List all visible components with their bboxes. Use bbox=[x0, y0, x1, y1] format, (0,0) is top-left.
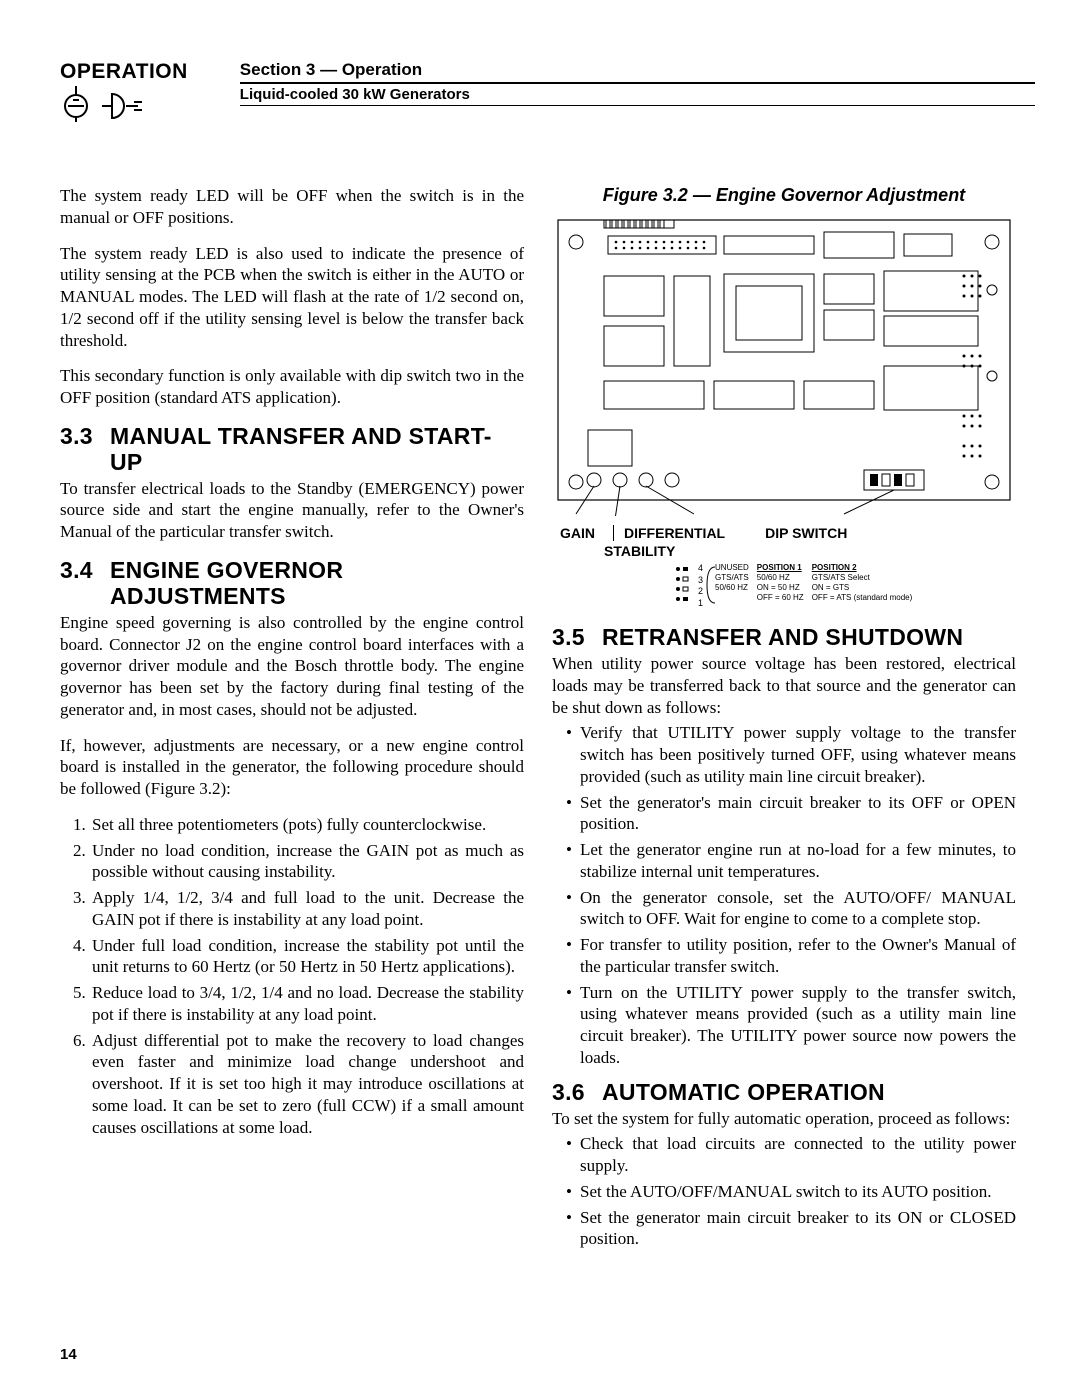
right-column: Figure 3.2 — Engine Governor Adjustment bbox=[552, 185, 1016, 1260]
heading-num: 3.3 bbox=[60, 423, 110, 476]
body-text: This secondary function is only availabl… bbox=[60, 365, 524, 409]
pcb-figure bbox=[552, 216, 1016, 521]
list-item: On the generator console, set the AUTO/O… bbox=[566, 887, 1016, 931]
page: OPERATION bbox=[0, 0, 1080, 1397]
callout-gain: GAIN bbox=[560, 525, 595, 541]
page-header: OPERATION bbox=[60, 60, 1020, 127]
body-text: To transfer electrical loads to the Stan… bbox=[60, 478, 524, 543]
list-item: Under no load condition, increase the GA… bbox=[90, 840, 524, 884]
body-text: The system ready LED is also used to ind… bbox=[60, 243, 524, 352]
bullet-list-35: Verify that UTILITY power supply voltage… bbox=[552, 722, 1016, 1068]
section-heading: Section 3 — Operation Liquid-cooled 30 k… bbox=[240, 60, 1035, 106]
body-text: If, however, adjustments are necessary, … bbox=[60, 735, 524, 800]
list-item: Adjust differential pot to make the reco… bbox=[90, 1030, 524, 1139]
heading-text: MANUAL TRANSFER AND START-UP bbox=[110, 423, 524, 476]
figure-callouts: GAIN DIFFERENTIAL DIP SWITCH bbox=[560, 525, 1016, 541]
operation-block: OPERATION bbox=[60, 60, 188, 127]
body-text: The system ready LED will be OFF when th… bbox=[60, 185, 524, 229]
heading-3-4: 3.4 ENGINE GOVERNOR ADJUSTMENTS bbox=[60, 557, 524, 610]
callout-dip: DIP SWITCH bbox=[765, 525, 847, 541]
list-item: Turn on the UTILITY power supply to the … bbox=[566, 982, 1016, 1069]
header-rule-2 bbox=[240, 105, 1035, 106]
bullet-list-36: Check that load circuits are connected t… bbox=[552, 1133, 1016, 1250]
heading-3-5: 3.5 RETRANSFER AND SHUTDOWN bbox=[552, 624, 1016, 651]
list-item: Under full load condition, increase the … bbox=[90, 935, 524, 979]
dip-num: 4 bbox=[698, 563, 703, 575]
heading-text: ENGINE GOVERNOR ADJUSTMENTS bbox=[110, 557, 524, 610]
dip-num: 2 bbox=[698, 586, 703, 598]
heading-3-6: 3.6 AUTOMATIC OPERATION bbox=[552, 1079, 1016, 1106]
heading-num: 3.4 bbox=[60, 557, 110, 610]
dip-switch-icons bbox=[672, 563, 690, 612]
heading-text: RETRANSFER AND SHUTDOWN bbox=[602, 624, 1016, 651]
dip-cell: GTS/ATS Select bbox=[812, 573, 913, 583]
list-item: Let the generator engine run at no-load … bbox=[566, 839, 1016, 883]
list-item: Set the AUTO/OFF/MANUAL switch to its AU… bbox=[566, 1181, 1016, 1203]
columns: The system ready LED will be OFF when th… bbox=[60, 185, 1020, 1260]
list-item: Set the generator main circuit breaker t… bbox=[566, 1207, 1016, 1251]
heading-text: AUTOMATIC OPERATION bbox=[602, 1079, 1016, 1106]
operation-icons bbox=[60, 86, 188, 127]
section-title: Section 3 — Operation bbox=[240, 60, 1035, 80]
dip-cell: ON = 50 HZ bbox=[757, 583, 804, 593]
figure-caption: Figure 3.2 — Engine Governor Adjustment bbox=[552, 185, 1016, 206]
dip-cell: ON = GTS bbox=[812, 583, 913, 593]
section-subtitle: Liquid-cooled 30 kW Generators bbox=[240, 86, 1035, 103]
list-item: Apply 1/4, 1/2, 3/4 and full load to the… bbox=[90, 887, 524, 931]
pcb-diagram bbox=[554, 216, 1014, 516]
heading-num: 3.6 bbox=[552, 1079, 602, 1106]
procedure-steps: Set all three potentiometers (pots) full… bbox=[60, 814, 524, 1139]
dip-header: POSITION 2 bbox=[812, 563, 913, 573]
dip-col-pos2: POSITION 2 GTS/ATS Select ON = GTS OFF =… bbox=[812, 563, 913, 603]
body-text: Engine speed governing is also controlle… bbox=[60, 612, 524, 721]
dip-col-pos1: POSITION 1 50/60 HZ ON = 50 HZ OFF = 60 … bbox=[757, 563, 804, 603]
dip-num: 1 bbox=[698, 598, 703, 610]
dip-nums: 4 3 2 1 bbox=[698, 563, 703, 610]
operation-label: OPERATION bbox=[60, 60, 188, 84]
heading-num: 3.5 bbox=[552, 624, 602, 651]
dip-cell: 50/60 HZ bbox=[757, 573, 804, 583]
list-item: Reduce load to 3/4, 1/2, 1/4 and no load… bbox=[90, 982, 524, 1026]
body-text: When utility power source voltage has be… bbox=[552, 653, 1016, 718]
dip-cell: 50/60 HZ bbox=[715, 583, 749, 593]
dip-cell: UNUSED bbox=[715, 563, 749, 573]
list-item: Check that load circuits are connected t… bbox=[566, 1133, 1016, 1177]
dip-cell: GTS/ATS bbox=[715, 573, 749, 583]
list-item: Set the generator's main circuit breaker… bbox=[566, 792, 1016, 836]
dip-header: POSITION 1 bbox=[757, 563, 804, 573]
dip-num: 3 bbox=[698, 575, 703, 587]
list-item: Verify that UTILITY power supply voltage… bbox=[566, 722, 1016, 787]
header-rule-1 bbox=[240, 82, 1035, 84]
left-column: The system ready LED will be OFF when th… bbox=[60, 185, 524, 1260]
dip-cell: OFF = ATS (standard mode) bbox=[812, 593, 913, 603]
callout-differential: DIFFERENTIAL bbox=[613, 525, 725, 541]
body-text: To set the system for fully automatic op… bbox=[552, 1108, 1016, 1130]
dip-cell: OFF = 60 HZ bbox=[757, 593, 804, 603]
dip-switch-table: 4 3 2 1 UNUSED GTS/ATS 50/60 HZ POSITION… bbox=[672, 563, 1016, 612]
list-item: Set all three potentiometers (pots) full… bbox=[90, 814, 524, 836]
callout-stability: STABILITY bbox=[604, 543, 1016, 559]
list-item: For transfer to utility position, refer … bbox=[566, 934, 1016, 978]
page-number: 14 bbox=[60, 1346, 77, 1363]
heading-3-3: 3.3 MANUAL TRANSFER AND START-UP bbox=[60, 423, 524, 476]
dip-col-labels: UNUSED GTS/ATS 50/60 HZ bbox=[715, 563, 749, 593]
